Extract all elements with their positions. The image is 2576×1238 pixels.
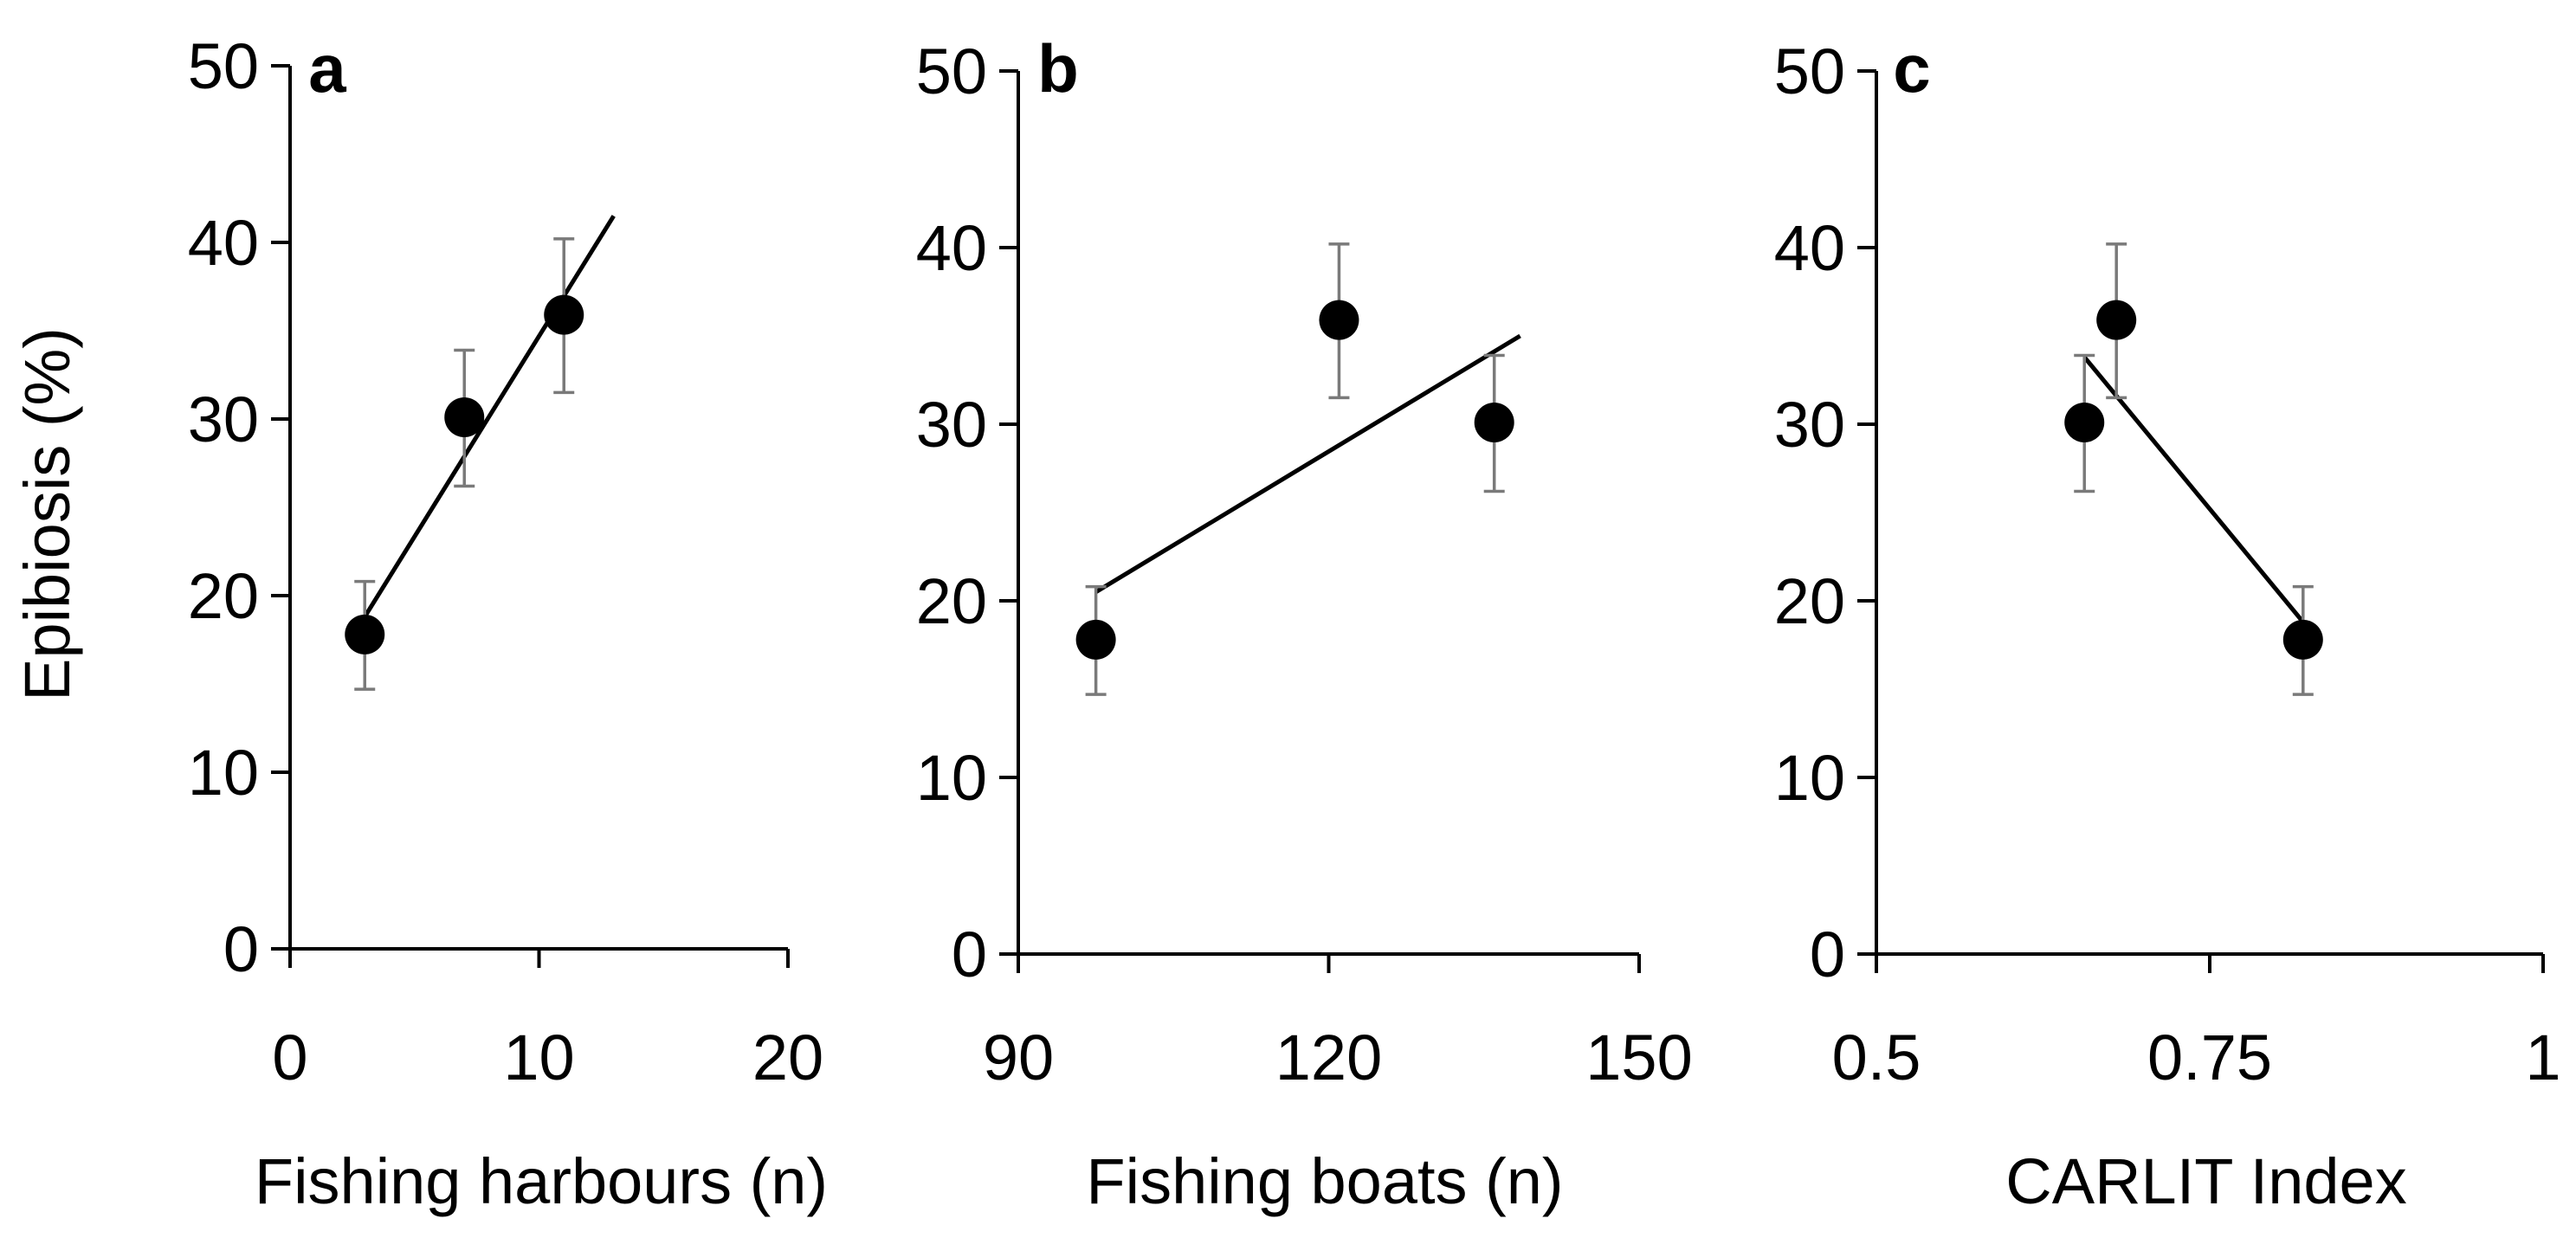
y-tick-label: 50 bbox=[916, 35, 987, 107]
chart-panel-c: 0 10 20 30 40 50 0.5 0.75 1 CARLIT Index c bbox=[1774, 30, 2561, 1217]
x-tick-label: 1 bbox=[2525, 1022, 2560, 1093]
y-tick-label: 20 bbox=[188, 560, 259, 632]
y-tick-label: 0 bbox=[1810, 919, 1845, 990]
x-tick-label: 0.75 bbox=[2147, 1022, 2272, 1093]
data-point bbox=[2096, 300, 2137, 340]
trend-line bbox=[2082, 355, 2305, 624]
panel-letter: b bbox=[1037, 30, 1079, 106]
y-tick-label: 50 bbox=[188, 30, 259, 102]
y-tick-label: 0 bbox=[952, 919, 987, 990]
data-point bbox=[1075, 619, 1116, 660]
trend-line bbox=[1094, 333, 1521, 594]
data-point bbox=[1474, 402, 1514, 442]
x-tick-label: 0 bbox=[272, 1022, 307, 1093]
y-tick-label: 0 bbox=[223, 913, 259, 985]
y-tick-label: 10 bbox=[916, 742, 987, 814]
x-tick-label: 10 bbox=[503, 1022, 574, 1093]
y-tick-label: 10 bbox=[188, 737, 259, 809]
x-axis-title: Fishing harbours (n) bbox=[255, 1145, 828, 1217]
x-tick-label: 0.5 bbox=[1832, 1022, 1921, 1093]
y-tick-label: 40 bbox=[188, 207, 259, 279]
x-axis-title: Fishing boats (n) bbox=[1086, 1145, 1563, 1217]
y-tick-label: 40 bbox=[1774, 212, 1845, 284]
x-tick-label: 120 bbox=[1275, 1022, 1382, 1093]
x-tick-label: 90 bbox=[983, 1022, 1054, 1093]
chart-panel-b: 0 10 20 30 40 50 90 120 150 Fishing boats (n) b bbox=[916, 30, 1693, 1217]
y-tick-label: 40 bbox=[916, 212, 987, 284]
data-point bbox=[544, 294, 584, 335]
panel-letter: c bbox=[1893, 30, 1930, 106]
y-tick-label: 30 bbox=[188, 384, 259, 455]
y-tick-label: 30 bbox=[916, 389, 987, 461]
chart-panel-a: 0 10 20 30 40 50 0 10 20 Fishing harbours (n) Epib… bbox=[11, 30, 828, 1217]
y-tick-label: 10 bbox=[1774, 742, 1845, 814]
trend-line bbox=[363, 215, 616, 618]
data-point bbox=[345, 614, 385, 654]
y-tick-label: 20 bbox=[1774, 565, 1845, 637]
data-point bbox=[1319, 300, 1359, 340]
x-axis-title: CARLIT Index bbox=[2005, 1145, 2406, 1217]
data-point bbox=[2064, 402, 2105, 442]
y-tick-label: 30 bbox=[1774, 389, 1845, 461]
y-tick-label: 20 bbox=[916, 565, 987, 637]
data-point bbox=[444, 397, 485, 437]
y-tick-label: 50 bbox=[1774, 35, 1845, 107]
x-tick-label: 150 bbox=[1585, 1022, 1692, 1093]
data-point bbox=[2282, 619, 2323, 660]
y-axis-title: Epibiosis (%) bbox=[11, 327, 83, 701]
x-tick-label: 20 bbox=[752, 1022, 823, 1093]
panel-letter: a bbox=[308, 30, 346, 106]
